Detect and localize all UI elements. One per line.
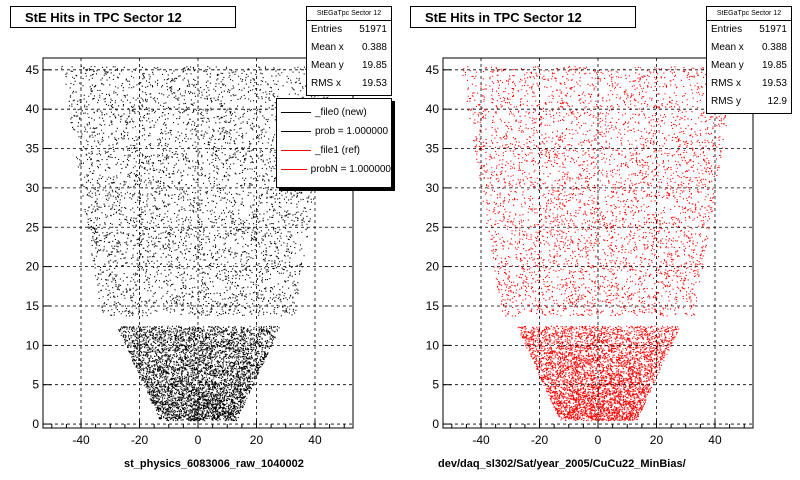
stats-row: Mean y 19.85	[311, 60, 387, 71]
stats-row: Entries 51971	[311, 24, 387, 35]
y-tick-label: 10	[426, 338, 440, 352]
x-tick-label: -20	[531, 433, 549, 447]
y-tick-label: 5	[432, 378, 439, 392]
left-legend: _file0 (new) prob = 1.000000 _file1 (ref…	[276, 98, 392, 188]
legend-entry: _file1 (ref)	[277, 141, 391, 160]
y-tick-label: 20	[26, 260, 40, 274]
y-tick-label: 40	[26, 102, 40, 116]
hit-points	[462, 66, 736, 422]
hit-markers	[462, 66, 736, 422]
y-tick-label: 0	[432, 417, 439, 431]
right-stats-box: StEGaTpc Sector 12 Entries 51971 Mean x 0.…	[706, 6, 792, 114]
legend-entry: _file0 (new)	[277, 103, 391, 122]
y-tick-label: 15	[426, 299, 440, 313]
legend-entry: prob = 1.000000	[277, 122, 391, 141]
y-tick-label: 15	[26, 299, 40, 313]
left-panel-title: StE Hits in TPC Sector 12	[10, 6, 236, 28]
stats-row: Mean x 0.388	[711, 42, 787, 53]
y-tick-label: 30	[426, 181, 440, 195]
y-tick-label: 35	[26, 142, 40, 156]
x-tick-label: 0	[195, 433, 202, 447]
hit-markers	[61, 65, 335, 422]
y-tick-label: 45	[26, 63, 40, 77]
y-tick-label: 10	[26, 338, 40, 352]
x-tick-label: 20	[650, 433, 664, 447]
y-tick-label: 25	[26, 220, 40, 234]
x-tick-label: -40	[72, 433, 90, 447]
y-tick-label: 35	[426, 142, 440, 156]
y-tick-label: 40	[426, 102, 440, 116]
stats-row: Mean y 19.85	[711, 60, 787, 71]
x-tick-label: -40	[472, 433, 490, 447]
legend-entry: probN = 1.000000	[277, 160, 391, 179]
stats-row: Mean x 0.388	[311, 42, 387, 53]
right-panel-title: StE Hits in TPC Sector 12	[410, 6, 636, 28]
x-tick-label: 20	[250, 433, 264, 447]
y-tick-label: 30	[26, 181, 40, 195]
x-tick-label: -20	[131, 433, 149, 447]
left-footer-label: st_physics_6083006_raw_1040002	[124, 458, 304, 470]
y-tick-label: 20	[426, 260, 440, 274]
y-tick-label: 25	[426, 220, 440, 234]
right-footer-label: dev/daq_sl302/Sat/year_2005/CuCu22_MinBi…	[438, 458, 686, 470]
right-scatter-plot: -40 -20 0 20 40 0 5 10 15 20 25 30 35 40 45	[426, 57, 754, 447]
y-tick-label: 0	[32, 417, 39, 431]
right-stats-name: StEGaTpc Sector 12	[707, 7, 791, 21]
grid-lines	[443, 58, 753, 428]
y-tick-label: 5	[32, 378, 39, 392]
left-stats-name: StEGaTpc Sector 12	[307, 7, 391, 21]
hit-points	[61, 65, 335, 422]
stats-row: RMS x 19.53	[311, 78, 387, 89]
x-tick-label: 0	[595, 433, 602, 447]
stats-row: RMS x 19.53	[711, 78, 787, 89]
stats-row: Entries 51971	[711, 24, 787, 35]
left-stats-box: StEGaTpc Sector 12 Entries 51971 Mean x 0.…	[306, 6, 392, 96]
stats-row: RMS y 12.9	[711, 96, 787, 107]
x-tick-label: 40	[708, 433, 722, 447]
y-tick-label: 45	[426, 63, 440, 77]
x-tick-label: 40	[308, 433, 322, 447]
